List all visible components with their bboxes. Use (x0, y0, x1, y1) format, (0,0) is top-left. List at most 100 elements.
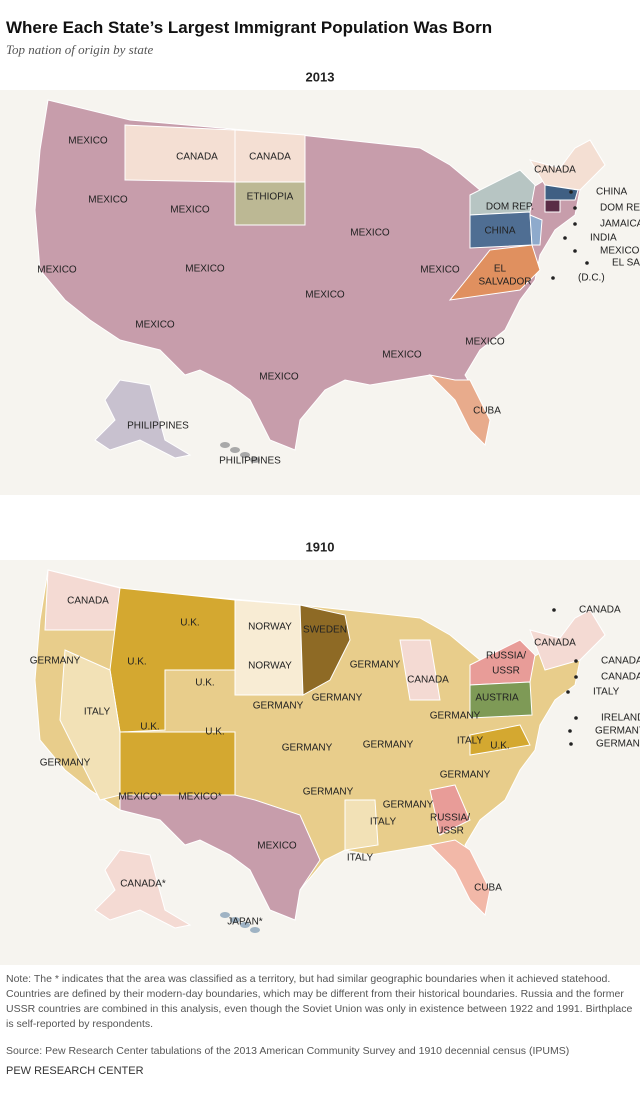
state-label: ITALY (84, 707, 111, 718)
state-label: GERMANY (D.C.) (596, 739, 640, 750)
leader-dot (573, 222, 577, 226)
state-label: MEXICO (88, 195, 128, 206)
state-label: GERMANY (350, 660, 401, 671)
leader-dot (573, 249, 577, 253)
state-label: CANADA (249, 152, 291, 163)
state-label: CANADA (601, 656, 640, 667)
hawaii (240, 452, 250, 458)
state-label: MEXICO (382, 350, 422, 361)
state-label: GERMANY (303, 787, 354, 798)
state-label: NORWAY (248, 661, 292, 672)
state-region (469, 639, 536, 686)
state-label: U.K. (127, 657, 146, 668)
state-label: GERMANY (282, 743, 333, 754)
leader-dot (569, 190, 573, 194)
state-label: RUSSIA/ (430, 813, 470, 824)
leader-dot (566, 690, 570, 694)
state-label: CHINA (596, 187, 627, 198)
state-label: MEXICO (305, 290, 345, 301)
state-label: GERMANY (430, 711, 481, 722)
state-label: PHILIPPINES (219, 456, 281, 467)
state-region (428, 839, 491, 917)
state-region (544, 184, 579, 201)
note: Note: The * indicates that the area was … (6, 973, 633, 1030)
alaska (94, 849, 192, 929)
state-label: GERMANY (363, 740, 414, 751)
state-label: GERMANY (40, 758, 91, 769)
state-label: CANADA (579, 605, 621, 616)
source: Source: Pew Research Center tabulations … (6, 1045, 570, 1057)
state-label: SALVADOR (479, 277, 532, 288)
state-label: MEXICO* (118, 792, 161, 803)
map-year: 2013 (306, 69, 335, 84)
state-label: USSR (492, 666, 520, 677)
hawaii (220, 442, 230, 448)
hawaii (220, 912, 230, 918)
state-label: CUBA (473, 406, 501, 417)
state-label: (D.C.) (578, 273, 605, 284)
leader-dot (563, 236, 567, 240)
state-region (469, 681, 533, 719)
state-label: CANADA (67, 596, 109, 607)
state-label: U.K. (490, 741, 509, 752)
leader-dot (551, 276, 555, 280)
state-label: MEXICO (37, 265, 77, 276)
state-region (469, 724, 531, 756)
hawaii (250, 457, 260, 463)
state-label: MEXICO (465, 337, 505, 348)
leader-dot (573, 206, 577, 210)
state-region (299, 604, 351, 696)
footer: PEW RESEARCH CENTER (6, 1065, 144, 1077)
state-label: ITALY (370, 817, 397, 828)
state-label: U.K. (195, 678, 214, 689)
map-year: 1910 (306, 539, 335, 554)
hawaii (250, 927, 260, 933)
state-label: GERMANY (595, 726, 640, 737)
state-label: CHINA (484, 226, 515, 237)
state-label: DOM REP. (486, 202, 534, 213)
state-region (529, 214, 543, 246)
state-region (234, 181, 306, 226)
state-label: CANADA (601, 672, 640, 683)
state-region (119, 794, 321, 921)
state-label: CUBA (474, 883, 502, 894)
state-region (469, 169, 536, 216)
state-label: CANADA* (120, 879, 166, 890)
state-label: RUSSIA/ (486, 651, 526, 662)
state-label: U.K. (205, 727, 224, 738)
state-label: MEXICO (257, 841, 297, 852)
state-label: MEXICO (68, 136, 108, 147)
state-label: CANADA (534, 638, 576, 649)
state-region (399, 639, 441, 701)
state-label: MEXICO (600, 246, 640, 257)
state-label: CANADA (407, 675, 449, 686)
state-label: GERMANY (440, 770, 491, 781)
hawaii (230, 447, 240, 453)
state-region (344, 799, 379, 851)
state-label: PHILIPPINES (127, 421, 189, 432)
state-label: EL SALVADOR (612, 258, 640, 269)
leader-dot (574, 716, 578, 720)
state-label: AUSTRIA (475, 693, 519, 704)
leader-dot (552, 608, 556, 612)
leader-dot (585, 261, 589, 265)
state-label: GERMANY (312, 693, 363, 704)
state-label: MEXICO (420, 265, 460, 276)
state-label: IRELAND (601, 713, 640, 724)
state-label: GERMANY (30, 656, 81, 667)
state-label: ETHIOPIA (247, 192, 294, 203)
state-label: MEXICO* (178, 792, 221, 803)
state-label: MEXICO (350, 228, 390, 239)
state-label: U.K. (180, 618, 199, 629)
state-label: GERMANY (383, 800, 434, 811)
leader-dot (574, 659, 578, 663)
subtitle: Top nation of origin by state (6, 42, 154, 57)
state-region (429, 784, 471, 836)
state-label: EL (494, 264, 507, 275)
state-label: MEXICO (170, 205, 210, 216)
state-region (529, 609, 606, 671)
leader-dot (569, 742, 573, 746)
state-region (448, 244, 541, 301)
hawaii (230, 917, 240, 923)
state-label: CANADA (534, 165, 576, 176)
